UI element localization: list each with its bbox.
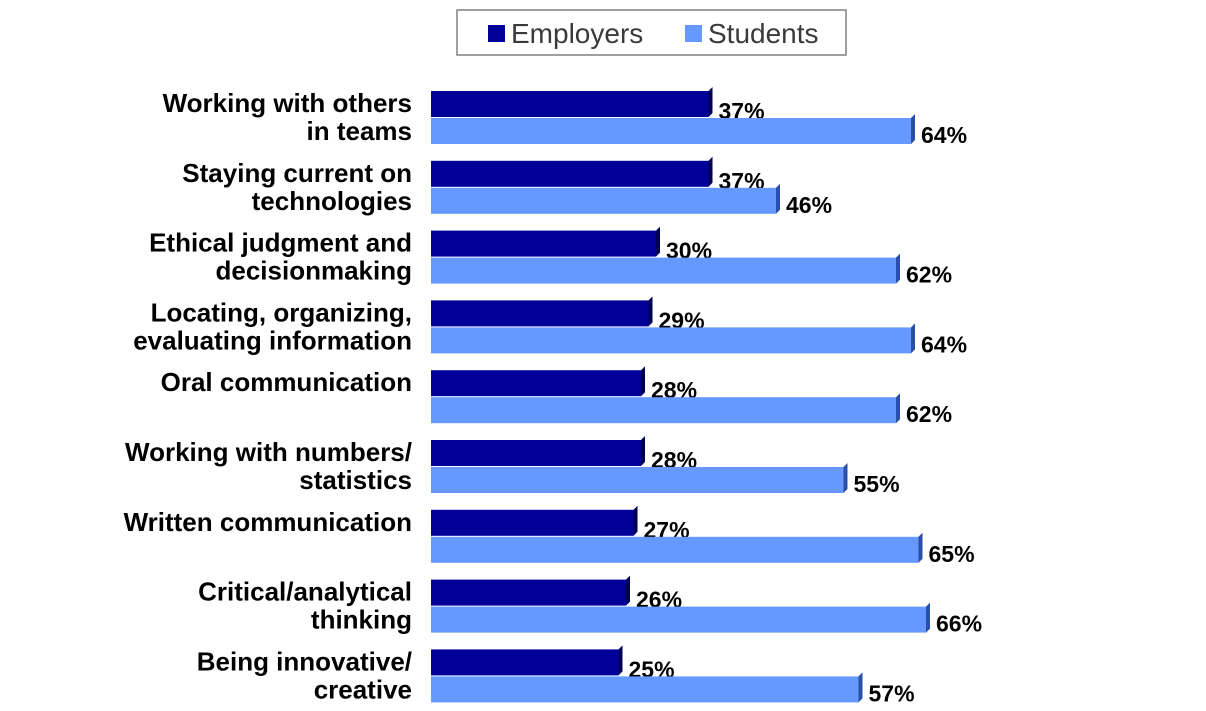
value-label-students: 62% bbox=[906, 262, 952, 288]
category-label-line: evaluating information bbox=[133, 325, 412, 355]
category-label: Working with others in teams bbox=[163, 88, 412, 146]
bar-students bbox=[431, 536, 919, 563]
category-label-line: Being innovative/ bbox=[197, 646, 412, 676]
legend-swatch-students bbox=[685, 25, 702, 42]
bar-students bbox=[431, 606, 926, 633]
category-label: Written communication bbox=[124, 507, 412, 537]
legend: Employers Students bbox=[456, 9, 847, 56]
bar-employers bbox=[431, 230, 656, 257]
bar-employers bbox=[431, 300, 649, 327]
bar-side-employers bbox=[648, 296, 653, 327]
bar-employers bbox=[431, 160, 709, 187]
category-label-line: in teams bbox=[307, 116, 413, 146]
category-label-line: technologies bbox=[252, 186, 412, 216]
category-label-line: Locating, organizing, bbox=[151, 297, 412, 327]
value-label-students: 55% bbox=[854, 471, 900, 497]
value-label-students: 62% bbox=[906, 401, 952, 427]
bar-students bbox=[431, 327, 911, 354]
bar-students bbox=[431, 187, 776, 214]
legend-label-employers: Employers bbox=[511, 18, 643, 49]
bar-side-students bbox=[843, 463, 848, 493]
category-label: Being innovative/creative bbox=[197, 646, 412, 704]
bar-side-employers bbox=[618, 645, 623, 676]
category-label-line: Ethical judgment and bbox=[149, 228, 412, 258]
category-label-line: thinking bbox=[311, 605, 412, 635]
category-label-line: statistics bbox=[299, 465, 412, 495]
legend-label-students: Students bbox=[708, 18, 819, 49]
category-label: Ethical judgment and decisionmaking bbox=[149, 228, 412, 286]
bar-side-employers bbox=[656, 226, 660, 257]
bar-employers bbox=[431, 509, 634, 536]
legend-box bbox=[456, 9, 847, 56]
bar-side-employers bbox=[633, 505, 638, 536]
bar-side-employers bbox=[708, 87, 713, 117]
value-label-students: 65% bbox=[929, 541, 975, 567]
bar-side-students bbox=[896, 393, 900, 424]
bar-side-students bbox=[918, 532, 923, 563]
bar-employers bbox=[431, 579, 626, 606]
category-label-line: Working with numbers/ bbox=[125, 437, 412, 467]
category-group: Oral communication 28%62% bbox=[161, 366, 952, 427]
category-label-line: Oral communication bbox=[161, 367, 412, 397]
bar-side-students bbox=[776, 183, 780, 214]
bar-employers bbox=[431, 649, 619, 676]
bar-side-students bbox=[911, 114, 915, 144]
bar-side-employers bbox=[641, 366, 645, 397]
bar-side-students bbox=[911, 323, 915, 354]
bar-employers bbox=[431, 440, 641, 466]
category-group: Locating, organizing, evaluating informat… bbox=[133, 296, 967, 357]
category-label-line: decisionmaking bbox=[216, 256, 413, 286]
category-label-line: Working with others bbox=[163, 88, 412, 118]
category-label: Critical/analytical thinking bbox=[198, 577, 412, 635]
bar-side-students bbox=[858, 672, 863, 703]
category-label-line: Written communication bbox=[124, 507, 412, 537]
category-label: Staying current on technologies bbox=[182, 158, 412, 216]
bar-students bbox=[431, 257, 896, 284]
category-label: Locating, organizing, evaluating informat… bbox=[133, 297, 412, 355]
value-label-students: 57% bbox=[869, 680, 915, 706]
bar-students bbox=[431, 397, 896, 424]
bar-employers bbox=[431, 370, 641, 397]
value-label-students: 64% bbox=[921, 331, 967, 357]
bar-side-employers bbox=[641, 436, 645, 466]
value-label-students: 46% bbox=[786, 192, 832, 218]
bar-students bbox=[431, 676, 859, 703]
category-label: Working with numbers/statistics bbox=[125, 437, 412, 495]
category-label-line: creative bbox=[314, 674, 412, 704]
bar-side-employers bbox=[708, 156, 713, 187]
category-label-line: Staying current on bbox=[182, 158, 412, 188]
bar-side-students bbox=[896, 253, 900, 284]
category-label: Oral communication bbox=[161, 367, 412, 397]
category-group: Written communication 27%65% bbox=[124, 505, 975, 567]
bar-side-students bbox=[926, 602, 930, 633]
category-label-line: Critical/analytical bbox=[198, 577, 412, 607]
legend-swatch-employers bbox=[488, 25, 505, 42]
bar-employers bbox=[431, 91, 709, 117]
value-label-students: 66% bbox=[936, 611, 982, 637]
bar-students bbox=[431, 467, 844, 493]
value-label-students: 64% bbox=[921, 122, 967, 148]
bar-side-employers bbox=[626, 575, 630, 606]
bar-students bbox=[431, 118, 911, 144]
